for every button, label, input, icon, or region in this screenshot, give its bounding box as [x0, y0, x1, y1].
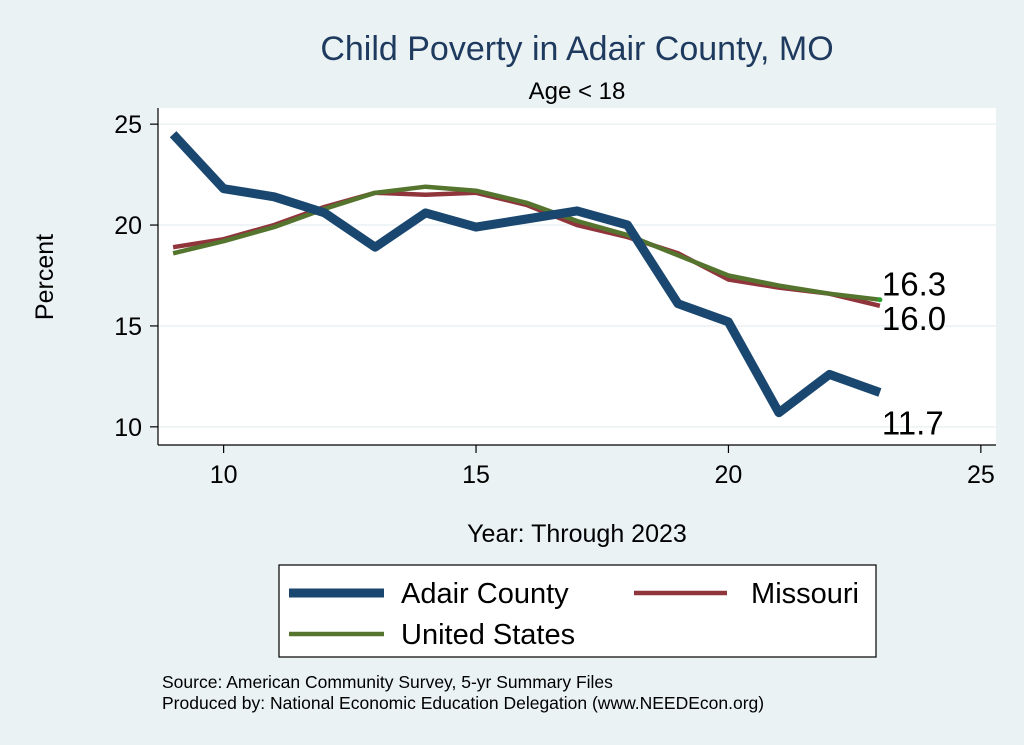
series-lines	[169, 131, 883, 418]
legend-label-adair-county: Adair County	[401, 578, 569, 610]
legend: Adair County Missouri United States	[278, 564, 877, 658]
y-tick-label: 15	[114, 313, 142, 341]
x-tick-label: 10	[210, 461, 238, 489]
x-tick-label: 25	[967, 461, 995, 489]
x-tick-label: 20	[715, 461, 743, 489]
united-states-end-point	[877, 297, 883, 303]
united-states-end-label: 16.3	[882, 266, 946, 303]
legend-box	[278, 564, 877, 658]
y-tick-label: 20	[114, 212, 142, 240]
chart-subtitle: Age < 18	[529, 78, 626, 105]
source-line: Source: American Community Survey, 5-yr …	[162, 672, 613, 692]
chart-title: Child Poverty in Adair County, MO	[320, 30, 833, 68]
y-axis-title: Percent	[31, 234, 59, 320]
plot-area	[158, 108, 996, 445]
legend-label-missouri: Missouri	[751, 578, 859, 610]
legend-label-united-states: United States	[401, 619, 575, 651]
x-axis-title: Year: Through 2023	[467, 520, 687, 548]
adair-county-end-label: 11.7	[882, 405, 944, 442]
missouri-end-label: 16.0	[882, 300, 946, 337]
series-line-united-states	[172, 184, 881, 302]
x-axis-ticks: 10 15 20 25	[210, 445, 995, 489]
end-labels: 11.7 16.016.3	[882, 266, 946, 442]
y-tick-label: 10	[114, 414, 142, 442]
y-axis-ticks: 10 15 20 25	[114, 111, 158, 442]
y-tick-label: 25	[114, 111, 142, 139]
produced-by-line: Produced by: National Economic Education…	[162, 693, 764, 713]
x-tick-label: 15	[462, 461, 490, 489]
series-line-adair-county	[169, 131, 882, 418]
